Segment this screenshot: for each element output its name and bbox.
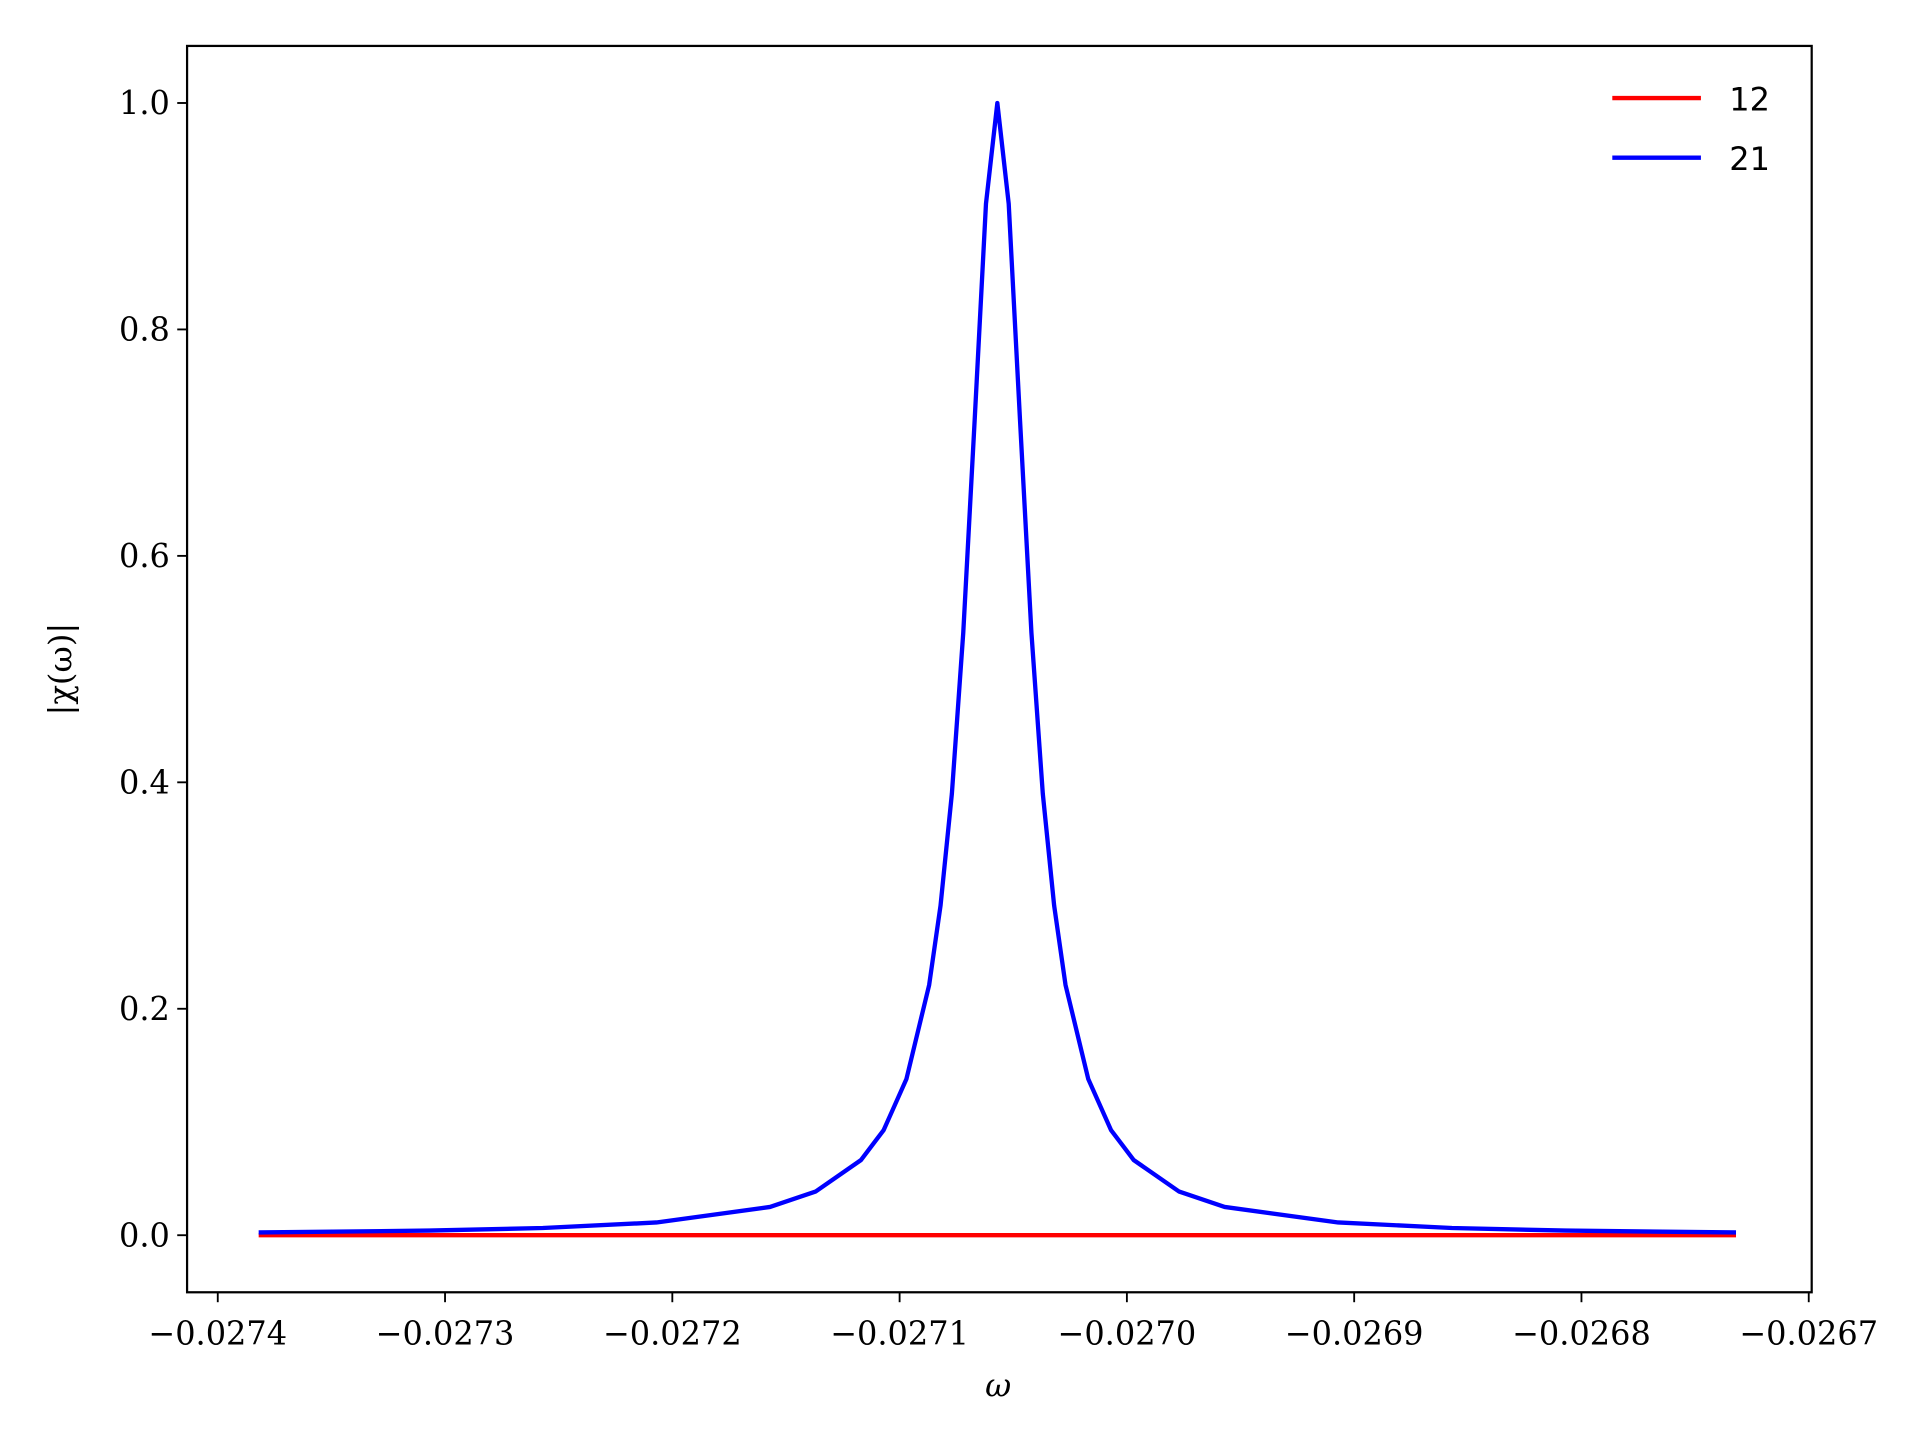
- line-series: [258, 100, 1737, 1235]
- x-tick-label: −0.0268: [1512, 1314, 1651, 1352]
- x-tick-label: −0.0272: [603, 1314, 742, 1352]
- x-tick-label: −0.0273: [376, 1314, 515, 1352]
- y-tick-label: 0.0: [119, 1216, 170, 1254]
- x-tick-label: −0.0267: [1739, 1314, 1878, 1352]
- y-tick-label: 0.6: [119, 537, 170, 575]
- y-tick-label: 0.8: [119, 310, 170, 348]
- x-axis-label: ω: [985, 1366, 1011, 1404]
- y-tick-label: 1.0: [119, 84, 170, 122]
- y-axis-label: |χ(ω)|: [42, 623, 80, 716]
- x-tick-label: −0.0270: [1058, 1314, 1197, 1352]
- y-tick-label: 0.2: [119, 990, 170, 1028]
- legend-label: 12: [1729, 80, 1770, 118]
- x-tick-label: −0.0271: [830, 1314, 969, 1352]
- y-tick-label: 0.4: [119, 763, 170, 801]
- x-tick-label: −0.0274: [148, 1314, 287, 1352]
- legend-label: 21: [1729, 140, 1770, 178]
- plot-frame: [185, 44, 1813, 1294]
- x-tick-label: −0.0269: [1285, 1314, 1424, 1352]
